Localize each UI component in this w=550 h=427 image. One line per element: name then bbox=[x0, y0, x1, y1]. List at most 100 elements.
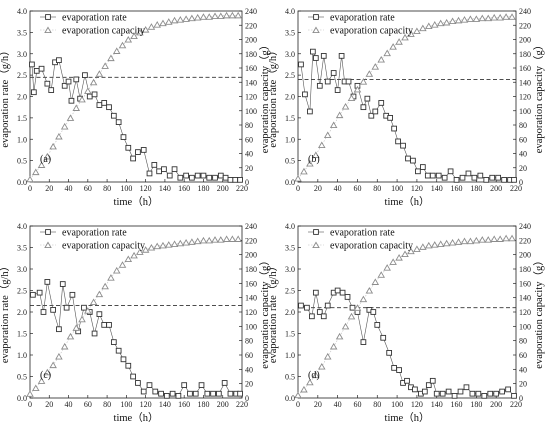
legend-label-capacity: evaporation capacity bbox=[62, 241, 145, 252]
capacity-point bbox=[159, 241, 167, 249]
x-tick-label: 200 bbox=[490, 184, 502, 193]
rate-point bbox=[345, 78, 352, 85]
rate-point bbox=[380, 334, 387, 341]
x-axis-title: time（h） bbox=[385, 412, 430, 424]
rate-point bbox=[441, 174, 448, 181]
y-left-tick-label: 0.0 bbox=[17, 394, 27, 403]
y-right-tick-label: 20 bbox=[519, 380, 527, 389]
rate-point bbox=[69, 291, 76, 298]
y-left-tick-label: 2.0 bbox=[17, 93, 27, 102]
capacity-point bbox=[112, 266, 121, 274]
y-right-axis-title: evaporation capacity（g） bbox=[259, 40, 271, 153]
y-left-tick-label: 0.0 bbox=[17, 178, 27, 187]
capacity-point bbox=[472, 236, 481, 244]
y-right-tick-label: 160 bbox=[519, 279, 531, 288]
rate-point bbox=[391, 125, 397, 132]
capacity-point bbox=[222, 235, 231, 242]
rate-point bbox=[198, 382, 205, 388]
capacity-point bbox=[407, 30, 415, 37]
x-tick-label: 120 bbox=[411, 184, 423, 193]
y-left-tick-label: 1.0 bbox=[17, 351, 27, 360]
capacity-point bbox=[335, 332, 344, 340]
capacity-point bbox=[164, 241, 173, 248]
rate-point bbox=[387, 115, 394, 121]
capacity-point bbox=[365, 286, 374, 294]
rate-point bbox=[298, 61, 304, 68]
rate-point bbox=[495, 174, 502, 181]
legend-label-rate: evaporation rate bbox=[330, 13, 395, 24]
y-left-axis-title: evaporation rate（g/h） bbox=[267, 261, 279, 363]
rate-point bbox=[424, 172, 431, 179]
capacity-point bbox=[49, 361, 57, 369]
capacity-point bbox=[228, 11, 237, 19]
capacity-point bbox=[466, 237, 475, 245]
x-tick-label: 160 bbox=[451, 184, 463, 193]
capacity-point bbox=[60, 122, 69, 130]
y-right-tick-label: 120 bbox=[245, 308, 257, 317]
rate-point bbox=[152, 388, 159, 395]
capacity-point bbox=[170, 16, 179, 24]
rate-point bbox=[312, 55, 319, 61]
capacity-point bbox=[383, 49, 391, 57]
y-right-tick-label: 100 bbox=[519, 322, 531, 331]
capacity-point bbox=[508, 13, 516, 20]
rate-point bbox=[166, 172, 173, 179]
capacity-point bbox=[37, 377, 46, 384]
y-left-tick-label: 3.0 bbox=[285, 265, 295, 274]
y-right-tick-label: 20 bbox=[519, 164, 527, 173]
capacity-point bbox=[205, 13, 214, 20]
rate-point bbox=[120, 356, 127, 363]
x-tick-label: 160 bbox=[178, 184, 190, 193]
capacity-point bbox=[312, 151, 320, 158]
capacity-point bbox=[341, 102, 350, 110]
capacity-point bbox=[353, 304, 362, 311]
rate-point bbox=[227, 177, 234, 183]
rate-point bbox=[217, 172, 224, 179]
capacity-point bbox=[84, 87, 92, 94]
x-tick-label: 20 bbox=[45, 400, 53, 409]
y-left-tick-label: 0.5 bbox=[17, 373, 27, 382]
rate-point bbox=[48, 87, 55, 93]
y-left-tick-label: 3.0 bbox=[17, 265, 27, 274]
x-tick-label: 200 bbox=[490, 400, 502, 409]
capacity-point bbox=[147, 243, 156, 251]
capacity-point bbox=[228, 235, 237, 242]
rate-point bbox=[156, 168, 162, 175]
x-tick-label: 120 bbox=[140, 400, 152, 409]
capacity-point bbox=[153, 21, 161, 28]
rate-point bbox=[316, 309, 323, 315]
x-tick-label: 160 bbox=[451, 400, 463, 409]
rate-point bbox=[412, 386, 418, 393]
y-left-axis-title: evaporation rate（g/h） bbox=[0, 45, 11, 147]
capacity-point bbox=[508, 234, 516, 242]
capacity-point bbox=[141, 246, 150, 253]
y-right-tick-label: 120 bbox=[519, 308, 531, 317]
rate-point bbox=[130, 155, 136, 162]
rate-point bbox=[115, 119, 122, 126]
series-line-capacity bbox=[297, 16, 513, 179]
rate-point bbox=[320, 53, 327, 59]
rate-point bbox=[192, 390, 199, 397]
y-right-tick-label: 80 bbox=[245, 337, 253, 346]
rate-point bbox=[227, 390, 234, 397]
y-left-tick-label: 2.5 bbox=[285, 71, 295, 80]
chart-panel-b: 0 20 40 60 80 100 120 140 160 180 200 2200.00.51.01… bbox=[267, 7, 545, 208]
y-left-tick-label: 2.5 bbox=[17, 287, 27, 296]
capacity-point bbox=[389, 258, 397, 265]
x-tick-label: 40 bbox=[334, 400, 342, 409]
capacity-point bbox=[89, 298, 98, 306]
rate-point bbox=[200, 172, 207, 179]
capacity-point bbox=[294, 174, 302, 182]
y-right-axis-title: evaporation capacity（g） bbox=[259, 255, 271, 368]
y-left-tick-label: 0.5 bbox=[285, 373, 295, 382]
x-tick-label: 100 bbox=[391, 400, 403, 409]
capacity-point bbox=[300, 385, 308, 393]
x-tick-label: 40 bbox=[65, 400, 73, 409]
capacity-point bbox=[43, 152, 52, 160]
rate-point bbox=[115, 347, 122, 354]
capacity-point bbox=[217, 12, 225, 20]
y-right-tick-label: 0 bbox=[245, 178, 249, 187]
rate-point bbox=[183, 172, 189, 179]
rate-point bbox=[429, 377, 436, 384]
